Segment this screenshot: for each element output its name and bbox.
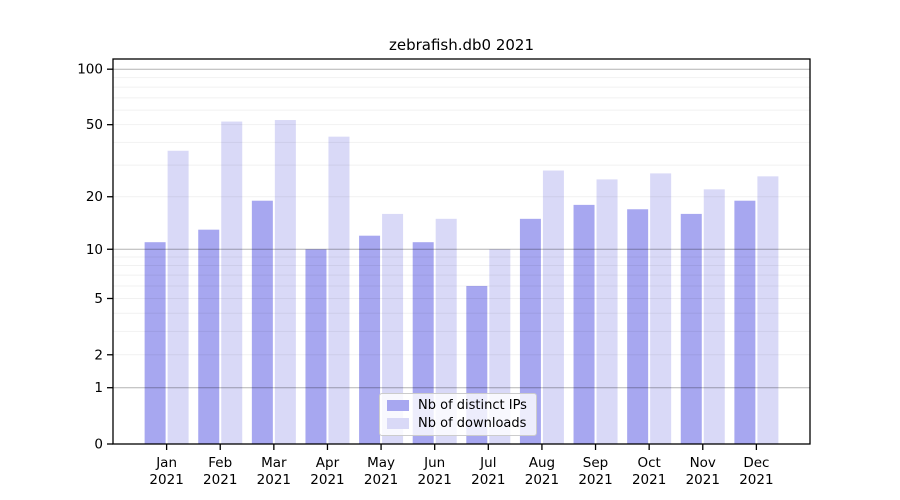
x-tick-label-month: Aug bbox=[529, 455, 555, 471]
y-tick-label: 0 bbox=[94, 437, 103, 453]
x-tick-label-year: 2021 bbox=[257, 472, 291, 488]
bar-downloads-oct bbox=[650, 173, 672, 444]
x-tick-label-year: 2021 bbox=[364, 472, 398, 488]
x-tick-label-year: 2021 bbox=[203, 472, 237, 488]
x-tick-label-year: 2021 bbox=[686, 472, 720, 488]
plot-spines bbox=[112, 58, 811, 445]
y-tick-label: 100 bbox=[77, 62, 103, 78]
legend-label: Nb of distinct IPs bbox=[418, 398, 527, 413]
bar-downloads-apr bbox=[328, 136, 350, 444]
y-tick-label: 1 bbox=[94, 380, 103, 396]
x-tick-label-year: 2021 bbox=[632, 472, 666, 488]
legend-item-downloads: Nb of downloads bbox=[387, 416, 527, 431]
bar-ips-nov bbox=[680, 213, 702, 444]
legend-label: Nb of downloads bbox=[418, 416, 527, 431]
x-tick-label-month: Sep bbox=[583, 455, 608, 471]
x-tick-label-month: Nov bbox=[690, 455, 716, 471]
legend-swatch-downloads bbox=[387, 418, 409, 429]
x-tick-label-year: 2021 bbox=[149, 472, 183, 488]
x-tick-label-month: Mar bbox=[261, 455, 287, 471]
y-tick-label: 50 bbox=[86, 117, 103, 133]
bar-ips-jan bbox=[144, 242, 166, 444]
bar-ips-mar bbox=[251, 200, 273, 444]
bar-downloads-feb bbox=[221, 121, 243, 444]
bar-downloads-nov bbox=[703, 189, 725, 444]
y-tick-label: 20 bbox=[86, 189, 103, 205]
x-tick-label-month: Feb bbox=[208, 455, 232, 471]
x-tick-label-month: Jun bbox=[423, 455, 445, 471]
x-tick-label-month: Apr bbox=[316, 455, 340, 471]
bar-downloads-dec bbox=[757, 176, 779, 445]
bar-ips-may bbox=[359, 235, 381, 444]
y-tick-label: 10 bbox=[86, 242, 103, 258]
legend: Nb of distinct IPs Nb of downloads bbox=[379, 393, 537, 436]
chart-title: zebrafish.db0 2021 bbox=[388, 36, 535, 54]
bar-downloads-mar bbox=[274, 120, 296, 445]
x-tick-label-year: 2021 bbox=[310, 472, 344, 488]
bar-downloads-may bbox=[382, 213, 404, 444]
x-tick-label-month: Oct bbox=[637, 455, 660, 471]
x-tick-label-month: Jan bbox=[155, 455, 177, 471]
x-tick-label-year: 2021 bbox=[471, 472, 505, 488]
bar-ips-oct bbox=[627, 209, 649, 444]
x-tick-label-month: Jul bbox=[479, 455, 496, 471]
x-tick-label-year: 2021 bbox=[525, 472, 559, 488]
bar-downloads-aug bbox=[542, 170, 564, 445]
bar-downloads-jun bbox=[435, 218, 457, 444]
y-tick-label: 5 bbox=[94, 291, 103, 307]
bar-downloads-jan bbox=[167, 150, 189, 444]
bar-ips-apr bbox=[305, 249, 327, 444]
bar-ips-dec bbox=[734, 200, 756, 444]
x-tick-label-year: 2021 bbox=[418, 472, 452, 488]
x-tick-label-year: 2021 bbox=[578, 472, 612, 488]
bar-ips-aug bbox=[519, 218, 541, 444]
x-tick-label-year: 2021 bbox=[739, 472, 773, 488]
legend-item-distinct-ips: Nb of distinct IPs bbox=[387, 398, 527, 413]
legend-swatch-distinct-ips bbox=[387, 400, 409, 411]
bar-ips-feb bbox=[198, 229, 220, 444]
x-tick-label-month: Dec bbox=[743, 455, 769, 471]
bar-ips-sep bbox=[573, 204, 595, 444]
bar-downloads-sep bbox=[596, 179, 618, 445]
y-tick-label: 2 bbox=[94, 347, 103, 363]
x-tick-label-month: May bbox=[367, 455, 395, 471]
